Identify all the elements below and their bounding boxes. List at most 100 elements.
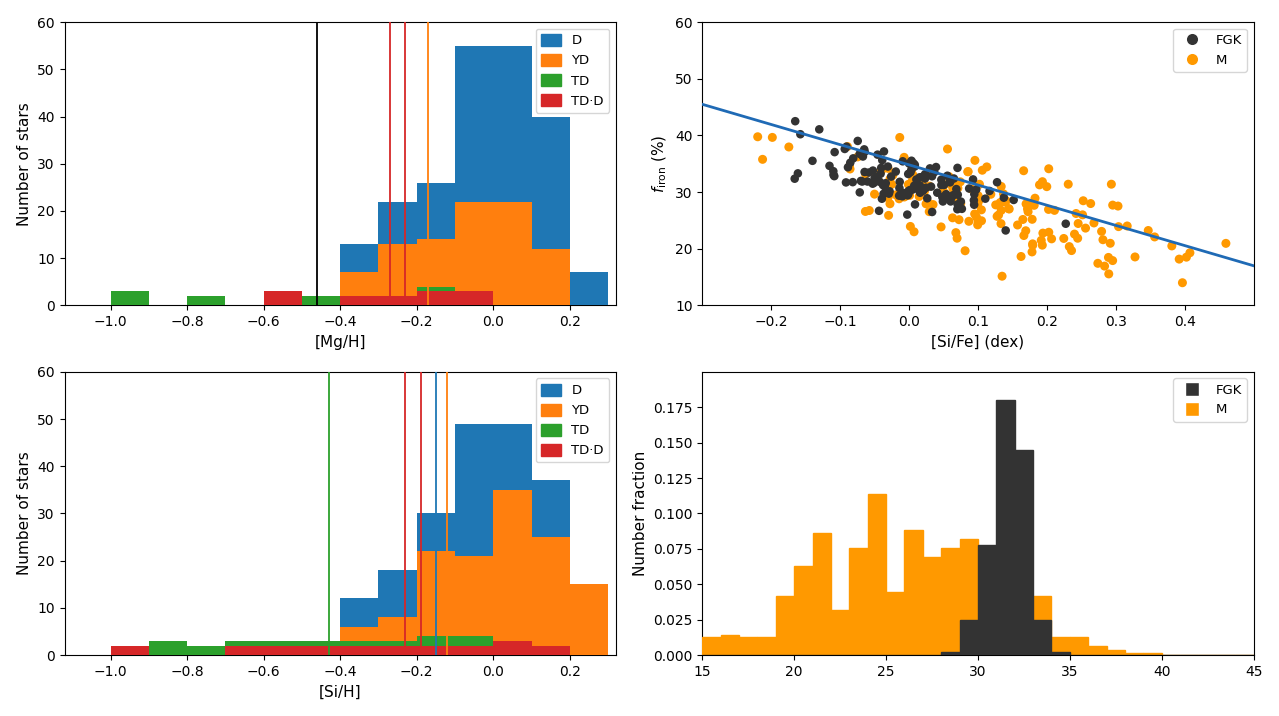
Point [991, 271, 1012, 282]
Point [1076, 223, 1096, 234]
Point [959, 183, 980, 194]
Point [941, 191, 962, 203]
Bar [867, 494, 886, 655]
Point [889, 190, 909, 201]
X-axis label: [Si/H]: [Si/H] [318, 684, 362, 700]
Bar [417, 183, 455, 306]
Bar [379, 570, 417, 655]
Point [926, 161, 946, 173]
Point [967, 198, 987, 210]
Point [889, 132, 909, 143]
Point [908, 183, 929, 195]
Point [889, 193, 909, 205]
Point [1172, 277, 1192, 289]
Point [955, 245, 976, 256]
Point [1058, 178, 1078, 190]
Bar [720, 635, 739, 655]
Bar [417, 637, 455, 655]
Point [996, 195, 1017, 206]
Point [1039, 163, 1059, 175]
Point [943, 212, 963, 223]
Bar [1051, 637, 1069, 655]
Point [950, 198, 971, 209]
Bar [570, 584, 609, 655]
Point [843, 153, 863, 164]
Bar [110, 296, 148, 306]
Point [854, 144, 875, 155]
Point [1099, 252, 1119, 263]
Point [1073, 195, 1094, 206]
Point [867, 149, 888, 160]
Point [931, 174, 952, 185]
Point [838, 141, 858, 153]
Point [912, 171, 932, 183]
Point [1024, 193, 1045, 204]
Point [1108, 200, 1128, 212]
Point [885, 166, 906, 178]
Point [963, 195, 984, 206]
Point [902, 164, 922, 175]
Bar [941, 652, 959, 655]
Point [840, 157, 861, 168]
Point [903, 169, 923, 180]
Point [913, 185, 934, 197]
Point [981, 188, 1001, 200]
Point [871, 162, 891, 173]
Point [866, 171, 886, 183]
Point [877, 163, 898, 174]
Point [999, 203, 1019, 215]
Point [1087, 258, 1108, 269]
Point [904, 198, 925, 210]
Point [958, 166, 978, 178]
Point [825, 146, 845, 158]
Point [987, 177, 1008, 188]
Bar [570, 584, 609, 655]
Point [785, 115, 806, 127]
Bar [532, 117, 570, 306]
Point [995, 196, 1016, 208]
Point [747, 131, 767, 142]
Bar [904, 530, 923, 655]
Point [948, 199, 968, 211]
Point [904, 226, 925, 238]
Bar [187, 646, 225, 655]
Point [934, 186, 954, 198]
Bar [263, 641, 302, 655]
Point [964, 188, 985, 200]
Bar [379, 646, 417, 655]
Point [1072, 209, 1092, 221]
Point [971, 204, 991, 216]
Point [1013, 214, 1033, 226]
Point [894, 152, 914, 163]
Point [1100, 238, 1120, 249]
Point [891, 190, 912, 202]
Bar [110, 646, 148, 655]
Point [917, 193, 938, 204]
Bar [959, 619, 978, 655]
Bar [702, 637, 720, 655]
Bar [1033, 596, 1051, 655]
Point [898, 188, 918, 200]
Bar [757, 637, 776, 655]
Point [1099, 268, 1119, 280]
Point [1092, 234, 1113, 246]
Bar [978, 610, 996, 655]
Point [1177, 251, 1197, 263]
Bar [340, 641, 379, 655]
Point [893, 188, 913, 199]
Point [1044, 205, 1064, 216]
Point [999, 203, 1019, 214]
Point [934, 179, 954, 190]
Point [863, 177, 884, 188]
Point [972, 165, 993, 176]
Point [945, 227, 966, 238]
Point [909, 190, 930, 202]
Point [899, 168, 920, 180]
Point [810, 124, 830, 135]
Point [836, 141, 857, 153]
Point [940, 175, 961, 186]
Bar [532, 537, 570, 655]
Point [824, 170, 844, 182]
Point [962, 183, 982, 195]
Point [936, 188, 957, 200]
